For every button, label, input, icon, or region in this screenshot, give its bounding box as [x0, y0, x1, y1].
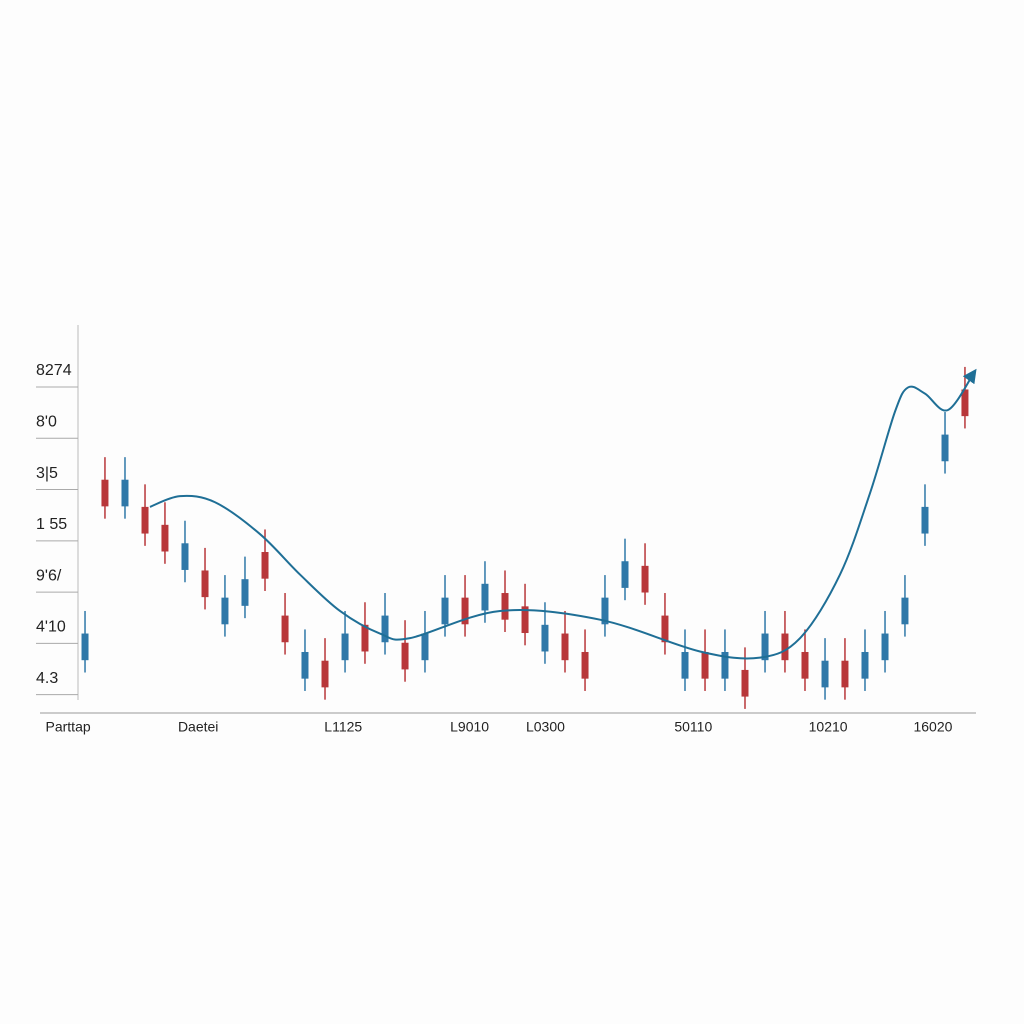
candle-body — [281, 615, 289, 643]
candle-body — [421, 633, 429, 661]
candle-body — [921, 506, 929, 534]
candle-body — [681, 651, 689, 679]
candle-body — [361, 624, 369, 652]
candle-body — [181, 543, 189, 570]
candle-body — [321, 660, 329, 688]
candle-body — [221, 597, 229, 625]
candle-body — [461, 597, 469, 625]
candle-body — [721, 651, 729, 679]
candle-body — [521, 606, 529, 634]
candle-body — [621, 561, 629, 588]
y-tick-label: 8'0 — [36, 414, 57, 431]
candle-body — [121, 479, 129, 507]
y-tick-label: 1 55 — [36, 516, 67, 533]
y-tick-label: 4.3 — [36, 670, 58, 687]
candle-body — [541, 624, 549, 652]
x-tick-label: L1125 — [324, 719, 362, 735]
candle-body — [941, 434, 949, 462]
candle-body — [741, 669, 749, 697]
trend-line — [149, 368, 977, 660]
candle-body — [241, 579, 249, 606]
y-tick-label: 4'10 — [36, 619, 66, 636]
candle-body — [641, 565, 649, 593]
candle-body — [761, 633, 769, 661]
candle-body — [841, 660, 849, 688]
y-tick-label: 3|5 — [36, 465, 58, 482]
candle-body — [381, 615, 389, 643]
candle-body — [821, 660, 829, 688]
candle-body — [881, 633, 889, 661]
candle-body — [481, 583, 489, 611]
candle-body — [161, 524, 169, 552]
x-tick-label: L0300 — [526, 719, 565, 735]
candle-body — [261, 552, 269, 579]
candle-body — [961, 389, 969, 417]
candle-body — [901, 597, 909, 625]
candle-body — [661, 615, 669, 643]
y-tick-label: 8274 — [36, 362, 72, 379]
candle-body — [441, 597, 449, 625]
candle-body — [561, 633, 569, 661]
candle-body — [581, 651, 589, 679]
candle-body — [341, 633, 349, 661]
candle-body — [501, 593, 509, 620]
x-tick-label: L9010 — [450, 719, 489, 735]
candle-body — [141, 506, 149, 534]
candle-body — [801, 651, 809, 679]
candle-body — [401, 642, 409, 670]
candle-body — [201, 570, 209, 598]
candle-body — [81, 633, 89, 661]
candle-body — [701, 651, 709, 679]
x-tick-label: 50110 — [674, 719, 712, 735]
y-tick-label: 9'6/ — [36, 567, 62, 584]
candle-body — [101, 479, 109, 507]
x-tick-label: Parttap — [46, 719, 91, 735]
candle-body — [601, 597, 609, 625]
x-tick-label: 16020 — [913, 719, 952, 735]
candle-body — [781, 633, 789, 661]
candle-body — [301, 651, 309, 679]
x-tick-label: 10210 — [809, 719, 848, 735]
x-tick-label: Daetei — [178, 719, 218, 735]
candle-body — [861, 651, 869, 679]
